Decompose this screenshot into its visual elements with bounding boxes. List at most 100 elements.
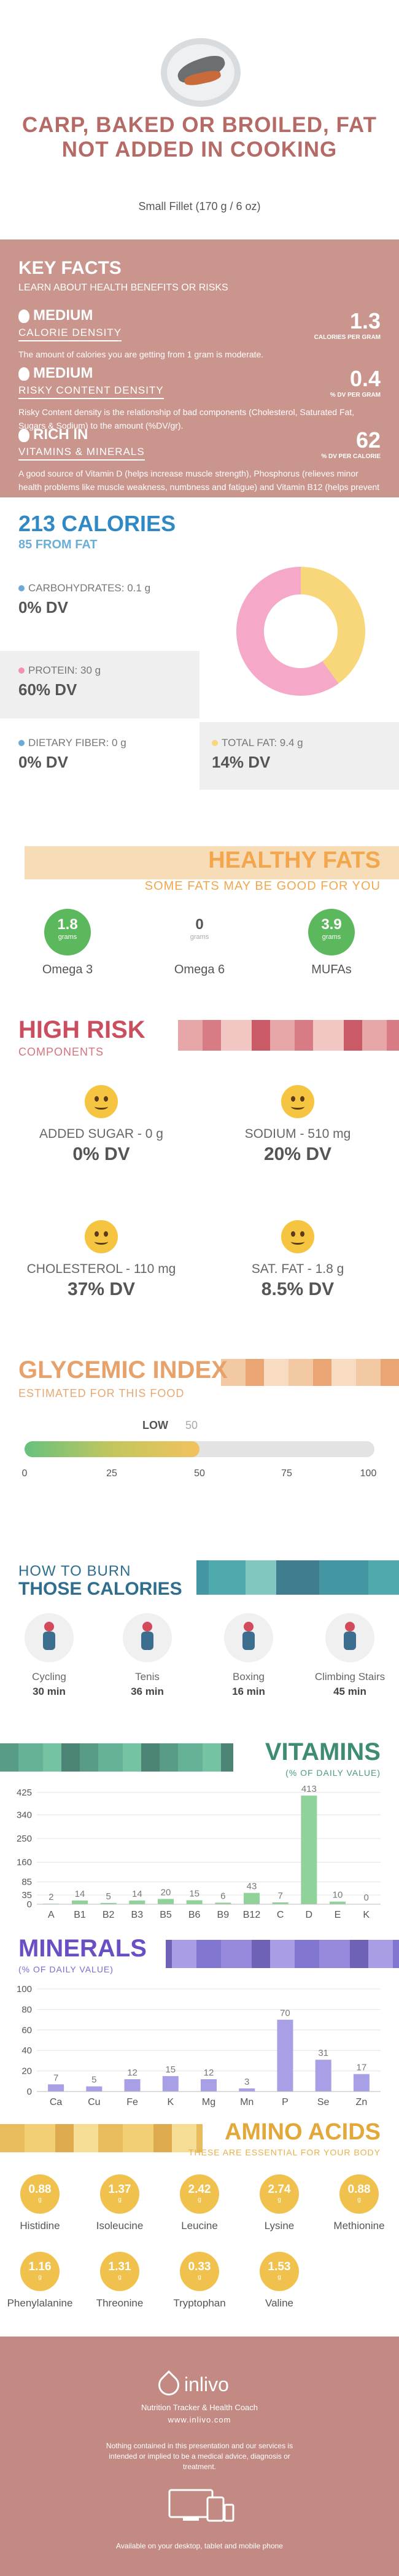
healthy-fats-subtitle: SOME FATS MAY BE GOOD FOR YOU [144, 879, 381, 893]
fat-name: Omega 6 [174, 963, 225, 976]
footer-website-link[interactable]: www.inlivo.com [168, 2415, 231, 2424]
activity-boxing: Boxing 16 min [203, 1613, 295, 1698]
amino-phenylalanine: 1.16 g Phenylalanine [0, 2252, 80, 2309]
mineral-value-label: 17 [357, 2063, 367, 2073]
amino-value: 0.88 [347, 2183, 371, 2196]
nutrient-dv: 0% DV [18, 753, 68, 771]
footer-brand: inlivo [184, 2373, 229, 2395]
glycemic-fill [25, 1441, 200, 1457]
calories-from-fat: 85 FROM FAT [18, 538, 98, 551]
fat-unit: grams [58, 933, 77, 941]
burn-title-line2: THOSE CALORIES [18, 1579, 182, 1599]
amino-circle: 1.37 g [100, 2174, 139, 2214]
amino-value: 1.53 [268, 2260, 291, 2273]
mineral-category-label: Ca [50, 2097, 63, 2107]
amino-name: Isoleucine [96, 2220, 144, 2232]
smile-face-icon [281, 1085, 314, 1118]
serving-size: Small Fillet (170 g / 6 oz) [138, 200, 261, 212]
amino-unit: g [277, 2274, 281, 2281]
mineral-value-label: 3 [244, 2077, 249, 2087]
fat-value: 3.9 [321, 916, 342, 933]
vitamin-value-label: 6 [220, 1891, 225, 1901]
amino-value: 1.37 [108, 2183, 131, 2196]
vitamin-category-label: K [363, 1910, 370, 1920]
vitamin-category-label: B5 [160, 1910, 172, 1920]
vitamin-category-label: D [306, 1910, 313, 1920]
activity-minutes: 45 min [333, 1686, 366, 1697]
vitamin-category-label: E [335, 1910, 341, 1920]
activity-minutes: 16 min [232, 1686, 265, 1697]
vitamin-value-label: 10 [333, 1890, 343, 1901]
glycemic-tick: 50 [194, 1468, 205, 1479]
fat-box [200, 722, 399, 790]
tennis-icon [123, 1613, 172, 1662]
mineral-category-label: Se [317, 2097, 330, 2107]
fat-omega3: 1.8 grams Omega 3 [25, 909, 110, 977]
risk-label: SAT. FAT - 1.8 g [251, 1262, 344, 1276]
amino-name: Methionine [333, 2220, 385, 2232]
vitamin-y-tick: 0 [27, 1899, 32, 1910]
risk-dv: 8.5% DV [261, 1279, 335, 1299]
fat-value: 1.8 [57, 916, 78, 933]
vitamin-y-tick: 425 [17, 1788, 32, 1798]
vitamins-subtitle: (% OF DAILY VALUE) [285, 1768, 381, 1778]
fat-dot [212, 740, 218, 746]
risk-sat-fat: SAT. FAT - 1.8 g 8.5% DV [209, 1220, 387, 1300]
burn-calories-section: HOW TO BURN THOSE CALORIES Cycling 30 mi… [0, 1532, 399, 1735]
amino-circle: 1.16 g [20, 2252, 60, 2291]
activity-minutes: 36 min [131, 1686, 164, 1697]
nutrient-label: PROTEIN: 30 g [28, 664, 101, 676]
vitamin-category-label: B1 [74, 1910, 86, 1920]
mineral-bar-se [315, 2060, 331, 2092]
page-title: CARP, BAKED OR BROILED, FAT NOT ADDED IN… [22, 113, 377, 161]
fact-description: The amount of calories you are getting f… [18, 349, 264, 359]
mineral-bar-fe [124, 2079, 141, 2092]
amino-leucine: 2.42 g Leucine [160, 2174, 239, 2232]
mineral-category-label: P [282, 2097, 289, 2107]
fat-circle: 1.8 grams [44, 909, 91, 955]
high-risk-title: HIGH RISK [18, 1016, 145, 1043]
mineral-value-label: 15 [165, 2064, 176, 2075]
vitamins-bar-chart: 035851602503404252A14B15B214B320B515B66B… [17, 1784, 381, 1920]
high-risk-subtitle: COMPONENTS [18, 1046, 104, 1058]
mineral-y-tick: 0 [27, 2087, 32, 2097]
fact-unit: % DV PER CALORIE [321, 453, 381, 460]
nutrient-fiber: DIETARY FIBER: 0 g 0% DV [18, 737, 126, 772]
amino-unit: g [118, 2197, 122, 2203]
vitamin-value-label: 43 [247, 1881, 257, 1892]
fact-level: MEDIUM [33, 365, 93, 381]
footer-tagline: Nutrition Tracker & Health Coach [141, 2403, 258, 2412]
risk-label: ADDED SUGAR - 0 g [39, 1127, 163, 1141]
mineral-y-tick: 80 [21, 2004, 32, 2015]
amino-name: Phenylalanine [7, 2297, 73, 2309]
glycemic-tick: 25 [106, 1468, 117, 1479]
fact-level: MEDIUM [33, 307, 93, 324]
nutrient-dv: 14% DV [212, 753, 271, 771]
cycling-icon [25, 1613, 74, 1662]
vitamin-value-label: 15 [189, 1889, 200, 1899]
amino-acids-section: AMINO ACIDS THESE ARE ESSENTIAL FOR YOUR… [0, 2115, 399, 2337]
smile-face-icon [85, 1220, 118, 1253]
activity-name: Cycling [32, 1671, 66, 1683]
mineral-bar-mg [201, 2079, 217, 2092]
fat-value: 0 [195, 916, 204, 933]
amino-unit: g [38, 2197, 42, 2203]
glycemic-value: 50 [185, 1419, 198, 1431]
fat-name: Omega 3 [42, 963, 93, 976]
fat-name: MUFAs [311, 963, 352, 976]
amino-threonine: 1.31 g Threonine [80, 2252, 160, 2309]
leaf-icon [18, 429, 29, 442]
burn-title-line1: HOW TO BURN [18, 1563, 131, 1579]
vitamin-y-tick: 250 [17, 1834, 32, 1844]
minerals-title-bg [0, 1934, 166, 1974]
amino-name: Valine [265, 2297, 293, 2309]
fact-category: CALORIE DENSITY [18, 327, 122, 341]
amino-unit: g [357, 2197, 361, 2203]
macro-donut-chart [236, 567, 365, 696]
mineral-bar-mn [239, 2088, 255, 2092]
mineral-value-label: 5 [91, 2075, 96, 2085]
amino-circle: 1.31 g [100, 2252, 139, 2291]
fact-value: 0.4 [349, 366, 381, 391]
nutrient-label: DIETARY FIBER: 0 g [28, 737, 126, 749]
amino-circle: 1.53 g [260, 2252, 299, 2291]
